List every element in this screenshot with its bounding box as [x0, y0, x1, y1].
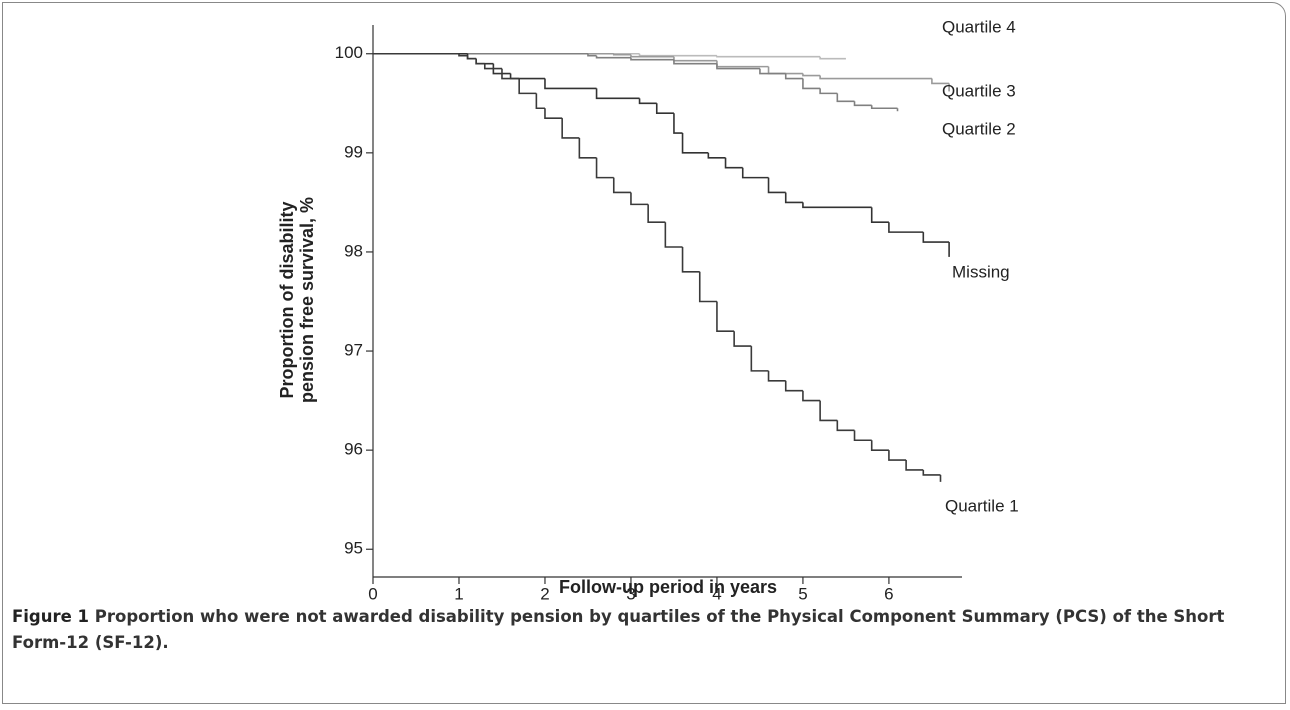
- step-segment: [733, 331, 752, 347]
- step-segment: [638, 53, 717, 57]
- step-segment: [888, 450, 907, 461]
- x-tick-label: 6: [884, 584, 893, 603]
- y-tick-label: 96: [344, 440, 363, 459]
- step-segment: [595, 88, 640, 100]
- step-segment: [501, 68, 520, 80]
- step-segment: [802, 202, 872, 209]
- series-label: Missing: [952, 262, 1010, 281]
- step-segment: [716, 60, 769, 68]
- x-tick-label: 3: [626, 584, 635, 603]
- step-segment: [630, 54, 674, 58]
- step-segment: [707, 152, 726, 159]
- step-segment: [716, 55, 821, 58]
- step-segment: [750, 346, 769, 372]
- x-tick-label: 4: [712, 584, 721, 603]
- y-tick-label: 99: [344, 142, 363, 161]
- step-segment: [870, 105, 898, 110]
- step-segment: [475, 58, 485, 65]
- step-segment: [724, 157, 743, 169]
- step-segment: [802, 73, 821, 77]
- step-segment: [544, 108, 563, 119]
- series-label: Quartile 1: [945, 496, 1019, 515]
- caption-text: Proportion who were not awarded disabili…: [12, 607, 1225, 652]
- step-segment: [638, 98, 657, 105]
- y-tick-label: 100: [335, 43, 363, 62]
- step-segment: [595, 55, 631, 59]
- step-segment: [630, 192, 649, 206]
- step-segment: [458, 53, 468, 57]
- step-segment: [819, 56, 846, 60]
- step-segment: [870, 207, 889, 224]
- y-tick-label: 97: [344, 341, 363, 360]
- x-axis-label: Follow-up period in years: [559, 577, 777, 597]
- step-segment: [922, 469, 941, 476]
- step-segment: [673, 59, 717, 65]
- step-segment: [578, 137, 597, 159]
- step-segment: [492, 63, 511, 75]
- step-segment: [612, 177, 631, 194]
- x-tick-label: 5: [798, 584, 807, 603]
- step-segment: [716, 63, 760, 70]
- step-segment: [819, 88, 838, 95]
- series-label: Quartile 2: [942, 119, 1016, 138]
- step-segment: [870, 440, 889, 451]
- x-tick-label: 2: [540, 584, 549, 603]
- step-segment: [681, 246, 700, 273]
- step-segment: [716, 301, 735, 333]
- step-segment: [544, 78, 597, 90]
- step-segment: [664, 222, 683, 248]
- caption-label: Figure 1: [12, 607, 90, 626]
- y-axis-label: Proportion of disability pension free su…: [277, 197, 317, 403]
- step-segment: [518, 78, 537, 95]
- x-tick-label: 1: [454, 584, 463, 603]
- step-segment: [819, 400, 838, 422]
- step-segment: [802, 78, 821, 90]
- step-segment: [784, 73, 803, 80]
- step-segment: [802, 390, 821, 402]
- step-segment: [630, 57, 674, 61]
- step-segment: [483, 63, 502, 70]
- step-segment: [767, 370, 786, 382]
- step-segment: [853, 430, 872, 442]
- step-segment: [759, 68, 786, 75]
- caption: Figure 1 Proportion who were not awarded…: [12, 604, 1262, 656]
- y-tick-label: 95: [344, 539, 363, 558]
- series-label: Quartile 4: [942, 17, 1016, 36]
- step-segment: [587, 53, 597, 57]
- step-segment: [767, 177, 786, 194]
- y-tick-label: 98: [344, 241, 363, 260]
- y-axis-label-line: pension free survival, %: [297, 197, 317, 403]
- series-label: Quartile 3: [942, 81, 1016, 100]
- y-axis-label-line: Proportion of disability: [277, 202, 297, 399]
- step-segment: [673, 113, 683, 134]
- x-tick-label: 0: [368, 584, 377, 603]
- step-segment: [655, 103, 674, 115]
- step-segment: [784, 192, 803, 204]
- step-segment: [836, 420, 855, 432]
- step-segment: [612, 53, 631, 56]
- step-segment: [561, 118, 580, 139]
- step-segment: [905, 460, 924, 471]
- step-segment: [741, 167, 769, 179]
- step-segment: [931, 78, 950, 85]
- step-segment: [466, 55, 477, 60]
- step-segment: [888, 222, 924, 233]
- step-segment: [853, 101, 872, 107]
- survival-curve: [373, 52, 950, 257]
- survival-curve: [373, 52, 942, 482]
- step-segment: [767, 66, 803, 75]
- step-segment: [836, 93, 855, 103]
- step-segment: [595, 157, 614, 179]
- step-segment: [922, 232, 950, 243]
- step-segment: [681, 133, 709, 154]
- step-segment: [535, 93, 545, 110]
- step-segment: [784, 380, 803, 392]
- step-segment: [647, 204, 666, 224]
- step-segment: [673, 56, 717, 62]
- survival-curve: [373, 52, 899, 112]
- step-segment: [698, 271, 717, 303]
- step-segment: [819, 75, 932, 80]
